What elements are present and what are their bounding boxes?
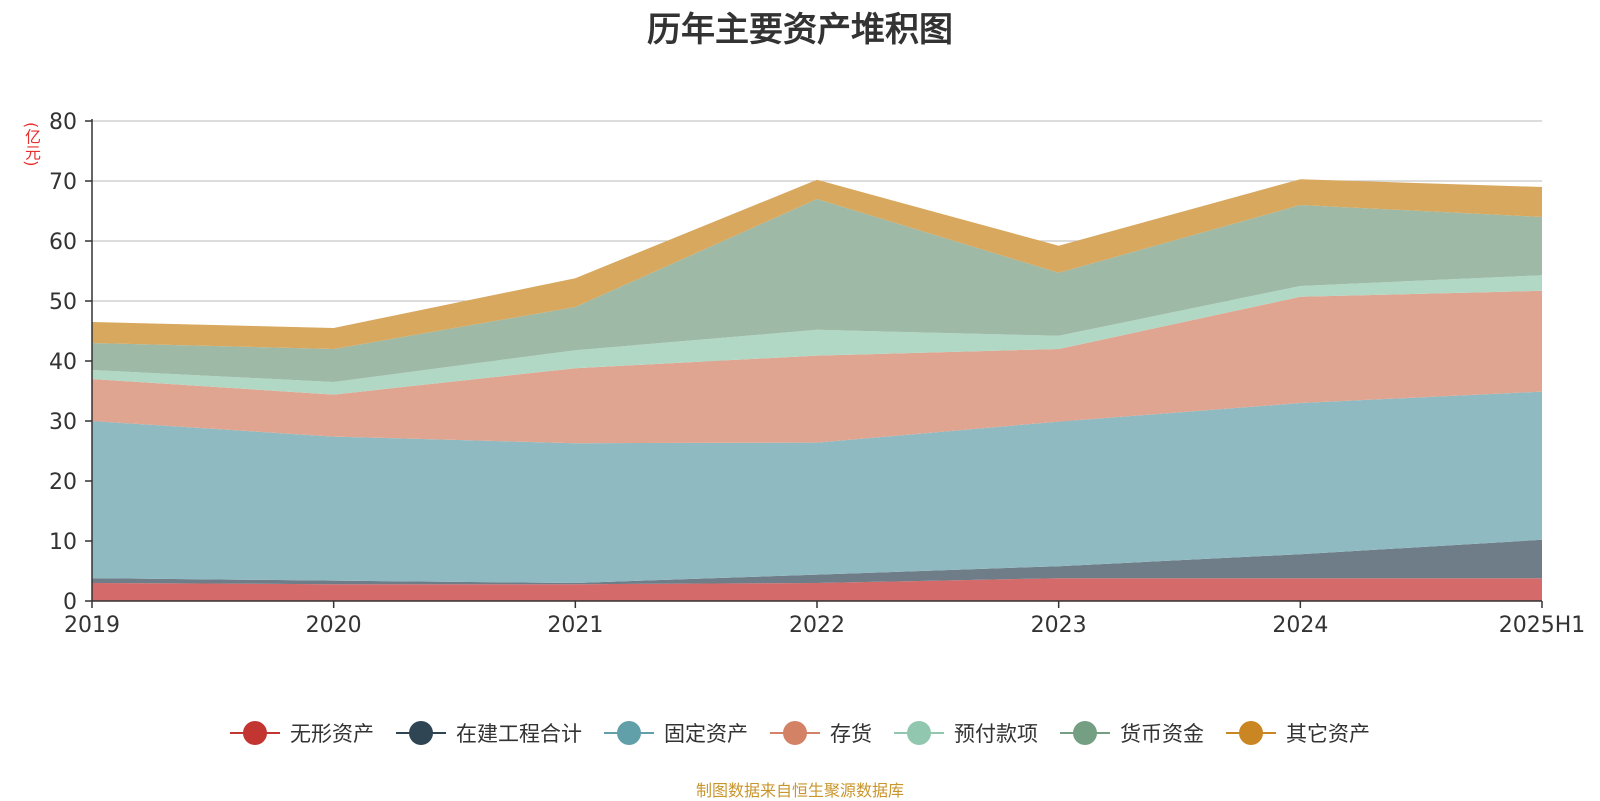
legend-swatch-dot: [783, 721, 807, 745]
y-tick-label: 30: [49, 410, 77, 435]
y-tick-label: 80: [49, 110, 77, 135]
legend-label: 预付款项: [954, 722, 1038, 746]
legend-swatch-dot: [409, 721, 433, 745]
y-tick-label: 60: [49, 230, 77, 255]
area-series-1: [92, 539, 1542, 585]
stacked-area-chart: 0 10 20 30 40 50 60 70 80 2019 2020 2021 2022 2023 202…: [49, 110, 1585, 638]
legend-item[interactable]: 无形资产: [230, 718, 374, 748]
legend-label: 无形资产: [290, 722, 374, 746]
legend-label: 固定资产: [664, 722, 748, 746]
legend: 无形资产 在建工程合计 固定资产 存货 预付款项 货币资金 其它资产: [0, 718, 1600, 748]
y-tick-label: 50: [49, 290, 77, 315]
x-tick-label: 2023: [1031, 613, 1087, 638]
legend-item[interactable]: 存货: [770, 718, 872, 748]
axes: 0 10 20 30 40 50 60 70 80 2019 2020 2021 2022 2023 202…: [49, 110, 1585, 638]
legend-swatch-dot: [617, 721, 641, 745]
x-tick-label: 2019: [64, 613, 120, 638]
legend-swatch-dot: [907, 721, 931, 745]
area-series-3: [92, 290, 1542, 444]
legend-swatch: [604, 721, 654, 745]
legend-label: 存货: [830, 722, 872, 746]
area-series-4: [92, 275, 1542, 395]
legend-item[interactable]: 在建工程合计: [396, 718, 582, 748]
legend-swatch: [770, 721, 820, 745]
y-tick-label: 70: [49, 170, 77, 195]
legend-swatch: [396, 721, 446, 745]
y-tick-label: 40: [49, 350, 77, 375]
legend-swatch: [230, 721, 280, 745]
x-tick-label: 2025H1: [1499, 613, 1586, 638]
data-source-note: 制图数据来自恒生聚源数据库: [695, 781, 904, 800]
area-series-layer: [92, 179, 1542, 601]
legend-label: 在建工程合计: [456, 722, 582, 746]
y-tick-label: 0: [63, 590, 77, 615]
x-tick-label: 2024: [1272, 613, 1328, 638]
legend-swatch: [1226, 721, 1276, 745]
legend-item[interactable]: 货币资金: [1060, 718, 1204, 748]
area-series-5: [92, 199, 1542, 382]
y-axis-unit-label: (亿元): [22, 122, 41, 167]
area-series-6: [92, 179, 1542, 349]
legend-swatch-dot: [243, 721, 267, 745]
legend-label: 货币资金: [1120, 722, 1204, 746]
legend-item[interactable]: 固定资产: [604, 718, 748, 748]
legend-swatch: [894, 721, 944, 745]
area-series-2: [92, 391, 1542, 583]
chart-title: 历年主要资产堆积图: [647, 10, 953, 50]
legend-swatch-dot: [1073, 721, 1097, 745]
legend-item[interactable]: 其它资产: [1226, 718, 1370, 748]
x-tick-label: 2022: [789, 613, 845, 638]
y-tick-label: 20: [49, 470, 77, 495]
legend-swatch: [1060, 721, 1110, 745]
legend-label: 其它资产: [1286, 722, 1370, 746]
legend-item[interactable]: 预付款项: [894, 718, 1038, 748]
x-tick-label: 2021: [547, 613, 603, 638]
x-tick-label: 2020: [306, 613, 362, 638]
legend-swatch-dot: [1239, 721, 1263, 745]
y-tick-label: 10: [49, 530, 77, 555]
area-series-0: [92, 578, 1542, 601]
